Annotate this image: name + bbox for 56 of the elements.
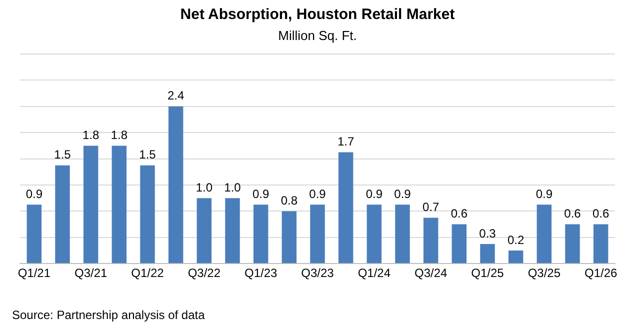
bar	[452, 224, 467, 264]
bar	[480, 244, 495, 264]
x-tick-label: Q1/21	[18, 266, 51, 280]
bar	[83, 146, 98, 264]
x-tick-label: Q1/24	[358, 266, 391, 280]
x-tick-label: Q3/23	[301, 266, 334, 280]
bar	[253, 204, 268, 264]
source-note: Source: Partnership analysis of data	[12, 308, 205, 322]
data-label: 2.4	[167, 88, 184, 103]
x-tick-label: Q1/23	[244, 266, 278, 280]
bar	[338, 152, 354, 264]
data-label: 0.8	[280, 194, 298, 208]
bar	[140, 165, 155, 264]
data-label: 0.9	[536, 186, 553, 201]
data-label: 0.7	[422, 200, 440, 214]
data-label: 0.9	[252, 186, 270, 201]
bar	[310, 204, 325, 264]
data-label: 1.7	[337, 134, 354, 149]
bar	[565, 224, 580, 264]
data-label: 1.8	[82, 128, 100, 142]
bar	[593, 224, 608, 264]
data-label: 0.6	[592, 206, 610, 221]
bar	[282, 211, 297, 264]
x-tick-label: Q1/26	[584, 266, 618, 280]
bar	[168, 106, 184, 264]
chart-subtitle: Million Sq. Ft.	[277, 28, 358, 43]
data-label: 1.5	[54, 148, 72, 162]
data-label: 1.0	[196, 180, 213, 194]
bar	[26, 204, 42, 264]
data-label: 1.5	[139, 148, 156, 162]
data-label: 1.0	[224, 180, 242, 194]
bar	[423, 218, 438, 264]
bar	[55, 165, 70, 264]
data-label: 0.6	[564, 206, 582, 221]
data-label: 0.9	[26, 186, 43, 201]
bar	[112, 146, 127, 264]
x-tick-label: Q3/25	[528, 266, 561, 280]
data-label: 1.8	[110, 128, 128, 142]
bar	[196, 198, 212, 264]
bar	[395, 204, 410, 264]
bar	[508, 250, 524, 264]
bar	[366, 204, 382, 264]
data-label: 0.9	[394, 186, 412, 201]
x-tick-label: Q1/22	[131, 266, 164, 280]
x-tick-label: Q1/25	[471, 266, 504, 280]
data-label: 0.2	[507, 232, 524, 247]
data-label: 0.6	[450, 206, 468, 221]
bar	[536, 204, 552, 264]
x-tick-label: Q3/21	[74, 266, 108, 280]
bar	[225, 198, 240, 264]
data-label: 0.9	[366, 186, 383, 201]
chart-title: Net Absorption, Houston Retail Market	[179, 6, 456, 23]
x-tick-label: Q3/24	[414, 266, 448, 280]
data-label: 0.3	[479, 226, 496, 240]
data-label: 0.9	[309, 186, 326, 201]
x-tick-label: Q3/22	[188, 266, 221, 280]
